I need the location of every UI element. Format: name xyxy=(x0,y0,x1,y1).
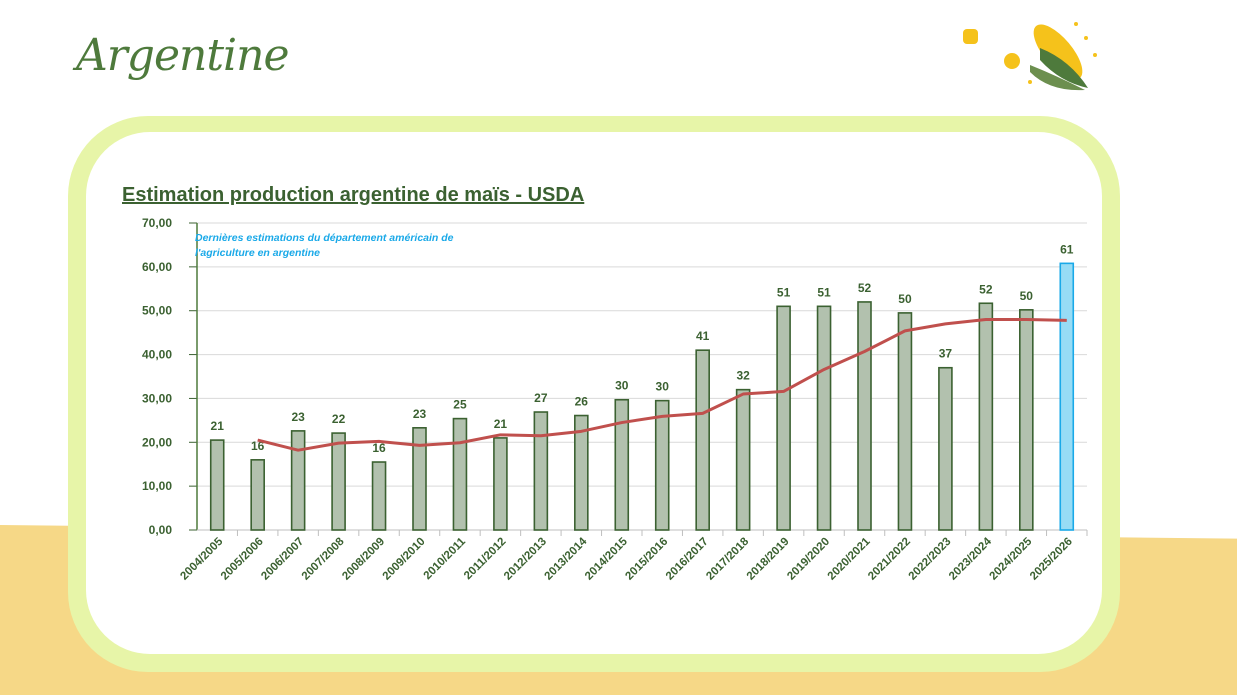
data-label: 37 xyxy=(939,347,953,361)
data-label: 50 xyxy=(898,292,912,306)
x-tick-label: 2015/2016 xyxy=(623,536,670,583)
y-tick-label: 70,00 xyxy=(142,216,172,230)
bar xyxy=(412,427,427,531)
data-label: 25 xyxy=(453,398,467,412)
bar xyxy=(493,437,508,531)
x-tick-label: 2018/2019 xyxy=(745,536,792,583)
bar xyxy=(1019,309,1034,531)
bar xyxy=(1059,262,1075,531)
bar xyxy=(209,439,225,531)
bar xyxy=(695,349,710,531)
x-tick-label: 2025/2026 xyxy=(1028,536,1075,583)
x-tick-label: 2005/2006 xyxy=(219,536,266,583)
y-tick-label: 40,00 xyxy=(142,348,172,362)
data-label: 23 xyxy=(291,410,305,424)
bar xyxy=(735,388,751,531)
bar xyxy=(371,461,387,531)
x-tick-label: 2014/2015 xyxy=(583,535,630,582)
x-tick-label: 2022/2023 xyxy=(907,536,954,583)
x-tick-label: 2021/2022 xyxy=(866,536,913,583)
bar xyxy=(331,432,346,531)
bar xyxy=(250,459,265,531)
x-tick-label: 2004/2005 xyxy=(178,535,225,582)
bar xyxy=(614,398,630,531)
x-tick-label: 2024/2025 xyxy=(988,535,1035,582)
x-tick-label: 2013/2014 xyxy=(543,535,590,582)
data-label: 21 xyxy=(494,417,508,431)
bar xyxy=(816,305,832,531)
bar xyxy=(857,301,872,531)
data-label: 22 xyxy=(332,412,346,426)
x-tick-label: 2012/2013 xyxy=(502,536,549,583)
x-tick-label: 2016/2017 xyxy=(664,536,711,583)
data-label: 50 xyxy=(1020,289,1034,303)
data-label: 52 xyxy=(979,282,993,296)
bar xyxy=(897,312,913,531)
data-label: 51 xyxy=(817,285,831,299)
data-label: 30 xyxy=(656,380,670,394)
x-tick-label: 2017/2018 xyxy=(704,535,751,582)
y-tick-label: 20,00 xyxy=(142,435,172,449)
chart-card xyxy=(86,132,1102,654)
y-tick-label: 10,00 xyxy=(142,479,172,493)
x-tick-label: 2007/2008 xyxy=(300,535,347,582)
data-label: 23 xyxy=(413,407,427,421)
data-label: 41 xyxy=(696,329,710,343)
x-tick-label: 2008/2009 xyxy=(340,536,387,583)
x-tick-label: 2023/2024 xyxy=(947,535,994,582)
y-tick-label: 30,00 xyxy=(142,391,172,405)
data-label: 27 xyxy=(534,391,548,405)
bar xyxy=(574,414,589,531)
data-label: 32 xyxy=(736,369,750,383)
bar xyxy=(290,430,306,531)
x-tick-label: 2020/2021 xyxy=(826,535,873,582)
y-tick-label: 60,00 xyxy=(142,260,172,274)
bar xyxy=(978,302,994,531)
data-label: 52 xyxy=(858,281,872,295)
chart-title: Estimation production argentine de maïs … xyxy=(122,184,585,206)
x-tick-label: 2019/2020 xyxy=(785,536,832,583)
x-tick-label: 2010/2011 xyxy=(422,535,469,582)
chart-annotation: Dernières estimations du département amé… xyxy=(195,232,454,259)
data-label: 26 xyxy=(575,395,589,409)
page-title: Argentine xyxy=(76,30,289,81)
bar xyxy=(533,411,549,531)
y-tick-label: 0,00 xyxy=(149,523,173,537)
data-label: 61 xyxy=(1060,242,1074,256)
trend-line xyxy=(257,317,1067,452)
x-tick-label: 2009/2010 xyxy=(381,536,428,583)
bar xyxy=(452,417,468,531)
bar xyxy=(654,399,670,531)
data-label: 51 xyxy=(777,285,791,299)
corn-icon xyxy=(963,22,1097,91)
x-tick-label: 2011/2012 xyxy=(462,536,508,582)
data-label: 30 xyxy=(615,379,629,393)
bar xyxy=(776,305,791,531)
x-tick-label: 2006/2007 xyxy=(259,536,306,583)
y-tick-label: 50,00 xyxy=(142,304,172,318)
data-label: 21 xyxy=(211,419,225,433)
data-label: 16 xyxy=(372,441,386,455)
bar xyxy=(938,366,953,531)
